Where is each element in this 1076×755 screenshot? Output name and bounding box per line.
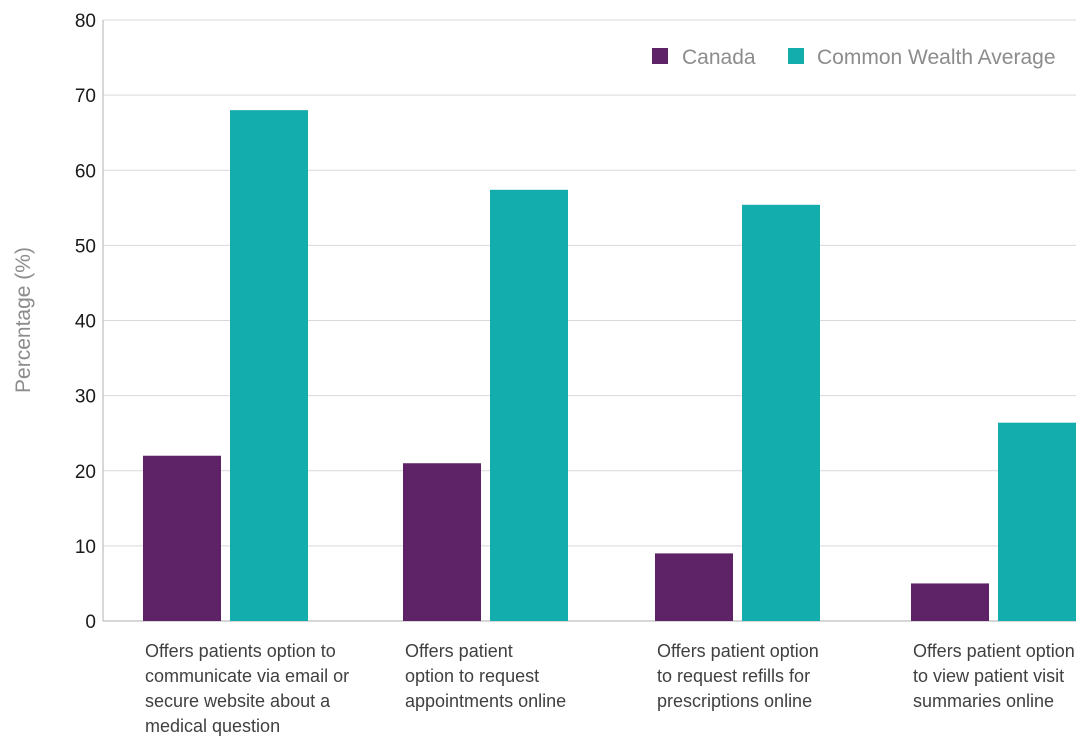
y-tick-label: 50 xyxy=(75,236,96,257)
y-tick-label: 10 xyxy=(75,537,96,558)
bar-canada-4 xyxy=(911,583,989,621)
y-axis-label: Percentage (%) xyxy=(12,247,35,393)
legend-swatch xyxy=(652,48,668,64)
y-tick-label: 60 xyxy=(75,161,96,182)
bar-canada-1 xyxy=(143,455,221,621)
legend-label: Common Wealth Average xyxy=(817,46,1056,69)
y-tick-labels: 0 10 20 30 40 50 60 70 80 xyxy=(75,11,96,633)
y-tick-label: 20 xyxy=(75,462,96,483)
legend-swatch xyxy=(788,48,804,64)
x-category-label: Offers patients option to communicate via… xyxy=(145,641,349,736)
bar-common-wealth-average-2 xyxy=(490,189,568,621)
bar-layer xyxy=(143,110,1076,622)
bar-common-wealth-average-1 xyxy=(230,110,308,622)
y-tick-label: 70 xyxy=(75,86,96,107)
x-category-label: Offers patient option to request appointme… xyxy=(405,641,566,711)
bar-canada-2 xyxy=(403,463,481,621)
y-tick-label: 30 xyxy=(75,387,96,408)
y-tick-label: 0 xyxy=(85,612,96,633)
legend-label: Canada xyxy=(682,46,756,69)
legend: Canada Common Wealth Average xyxy=(652,46,1056,69)
y-tick-label: 80 xyxy=(75,11,96,32)
x-category-label: Offers patient option to view patient vis… xyxy=(913,641,1075,711)
bar-canada-3 xyxy=(655,553,733,621)
y-tick-label: 40 xyxy=(75,312,96,333)
x-category-label: Offers patient option to request refills … xyxy=(657,641,819,711)
bar-common-wealth-average-3 xyxy=(742,204,820,621)
x-category-labels: Offers patients option to communicate via… xyxy=(145,641,1075,736)
bar-common-wealth-average-4 xyxy=(998,422,1076,621)
